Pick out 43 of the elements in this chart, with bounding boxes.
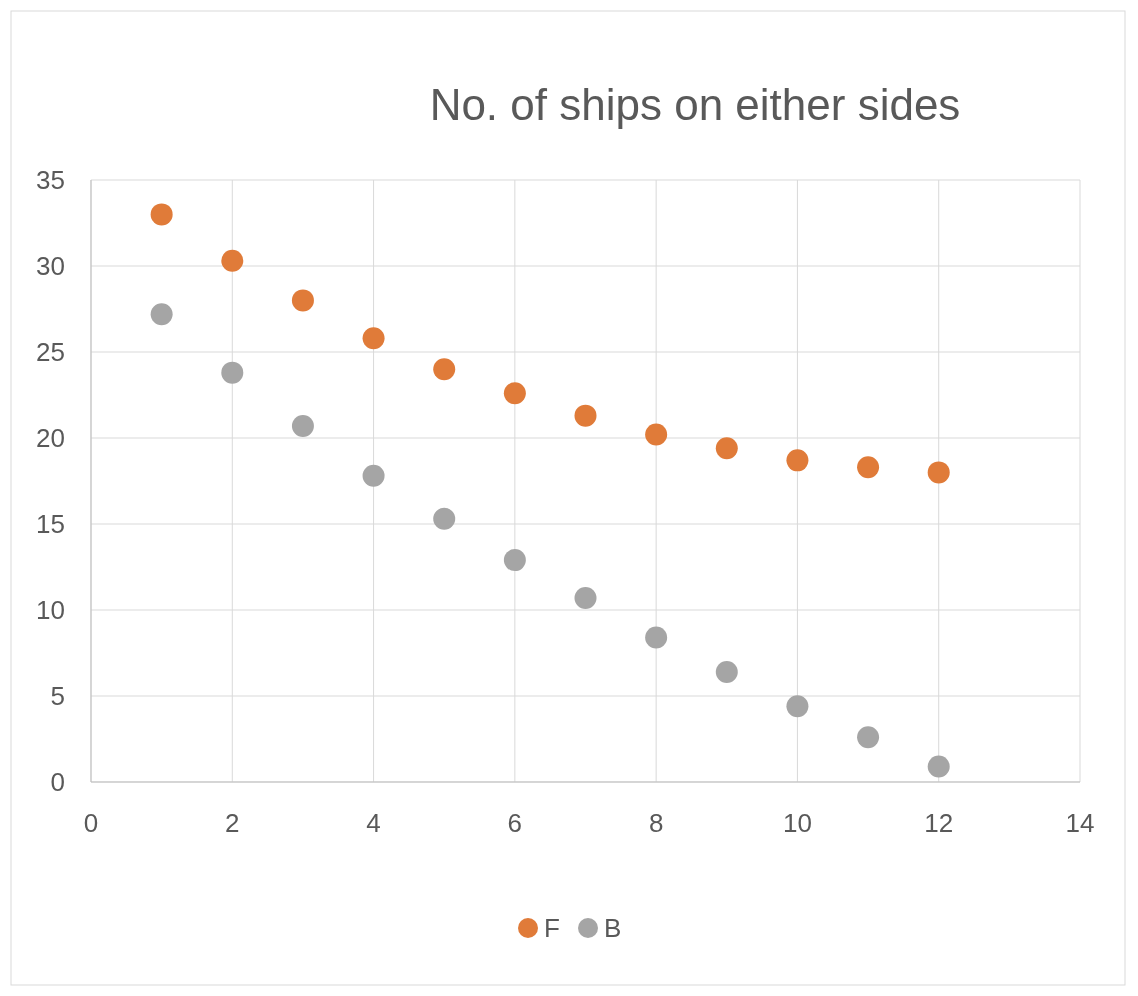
point — [927, 461, 950, 484]
x-tick-label: 2 — [225, 808, 240, 838]
x-tick-label: 12 — [924, 808, 954, 838]
point — [150, 203, 173, 226]
legend-label: B — [604, 913, 622, 943]
point — [857, 456, 880, 479]
legend-label: F — [544, 913, 560, 943]
point — [150, 303, 173, 326]
x-tick-label: 4 — [366, 808, 381, 838]
point — [503, 382, 526, 405]
y-tick-label: 35 — [36, 165, 65, 195]
point — [433, 507, 456, 530]
point — [221, 361, 244, 384]
point — [291, 289, 314, 312]
x-tick-label: 10 — [782, 808, 812, 838]
point — [645, 626, 668, 649]
point — [362, 464, 385, 487]
y-tick-label: 15 — [36, 509, 65, 539]
x-tick-label: 6 — [507, 808, 523, 838]
chart-title: No. of ships on either sides — [429, 80, 961, 129]
point — [645, 423, 668, 446]
point — [503, 549, 526, 572]
point — [221, 249, 244, 272]
y-tick-label: 10 — [36, 595, 65, 625]
point — [857, 726, 880, 749]
point — [786, 695, 809, 718]
x-tick-label: 14 — [1065, 808, 1095, 838]
point — [715, 437, 738, 460]
point — [362, 327, 385, 350]
point — [574, 404, 597, 427]
point — [291, 414, 314, 437]
point — [927, 755, 950, 778]
point — [433, 358, 456, 381]
y-tick-label: 0 — [50, 767, 65, 797]
y-tick-label: 30 — [36, 251, 65, 281]
x-tick-label: 0 — [83, 808, 99, 838]
y-tick-label: 25 — [36, 337, 65, 367]
x-tick-label: 8 — [648, 808, 664, 838]
point — [786, 449, 809, 472]
point — [574, 586, 597, 609]
point — [715, 660, 738, 683]
y-tick-label: 20 — [36, 423, 65, 453]
y-tick-label: 5 — [50, 681, 65, 711]
